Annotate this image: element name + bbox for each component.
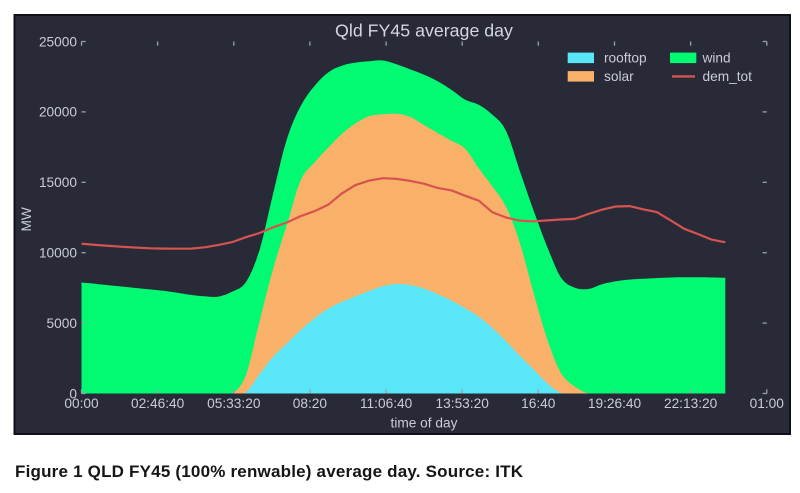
svg-text:22:13:20: 22:13:20 — [664, 396, 718, 411]
svg-text:MW: MW — [19, 207, 34, 231]
svg-text:19:26:40: 19:26:40 — [588, 396, 642, 411]
svg-text:08:20: 08:20 — [293, 396, 328, 411]
svg-text:5000: 5000 — [47, 316, 78, 331]
svg-text:dem_tot: dem_tot — [703, 69, 753, 84]
svg-text:15000: 15000 — [39, 175, 77, 190]
svg-text:16:40: 16:40 — [521, 396, 556, 411]
svg-text:13:53:20: 13:53:20 — [436, 396, 490, 411]
svg-text:10000: 10000 — [39, 246, 77, 261]
svg-text:11:06:40: 11:06:40 — [360, 396, 413, 411]
svg-text:05:33:20: 05:33:20 — [207, 396, 261, 411]
svg-text:solar: solar — [604, 69, 634, 84]
svg-text:00:00: 00:00 — [64, 396, 99, 411]
svg-text:20000: 20000 — [39, 105, 77, 120]
svg-text:wind: wind — [702, 50, 731, 65]
svg-text:Qld FY45 average day: Qld FY45 average day — [335, 21, 513, 41]
svg-text:0: 0 — [69, 386, 77, 401]
svg-text:rooftop: rooftop — [604, 50, 647, 65]
svg-text:time of day: time of day — [391, 415, 458, 430]
svg-text:01:00: 01:00 — [750, 396, 785, 411]
svg-text:25000: 25000 — [39, 34, 77, 49]
svg-text:02:46:40: 02:46:40 — [131, 396, 185, 411]
